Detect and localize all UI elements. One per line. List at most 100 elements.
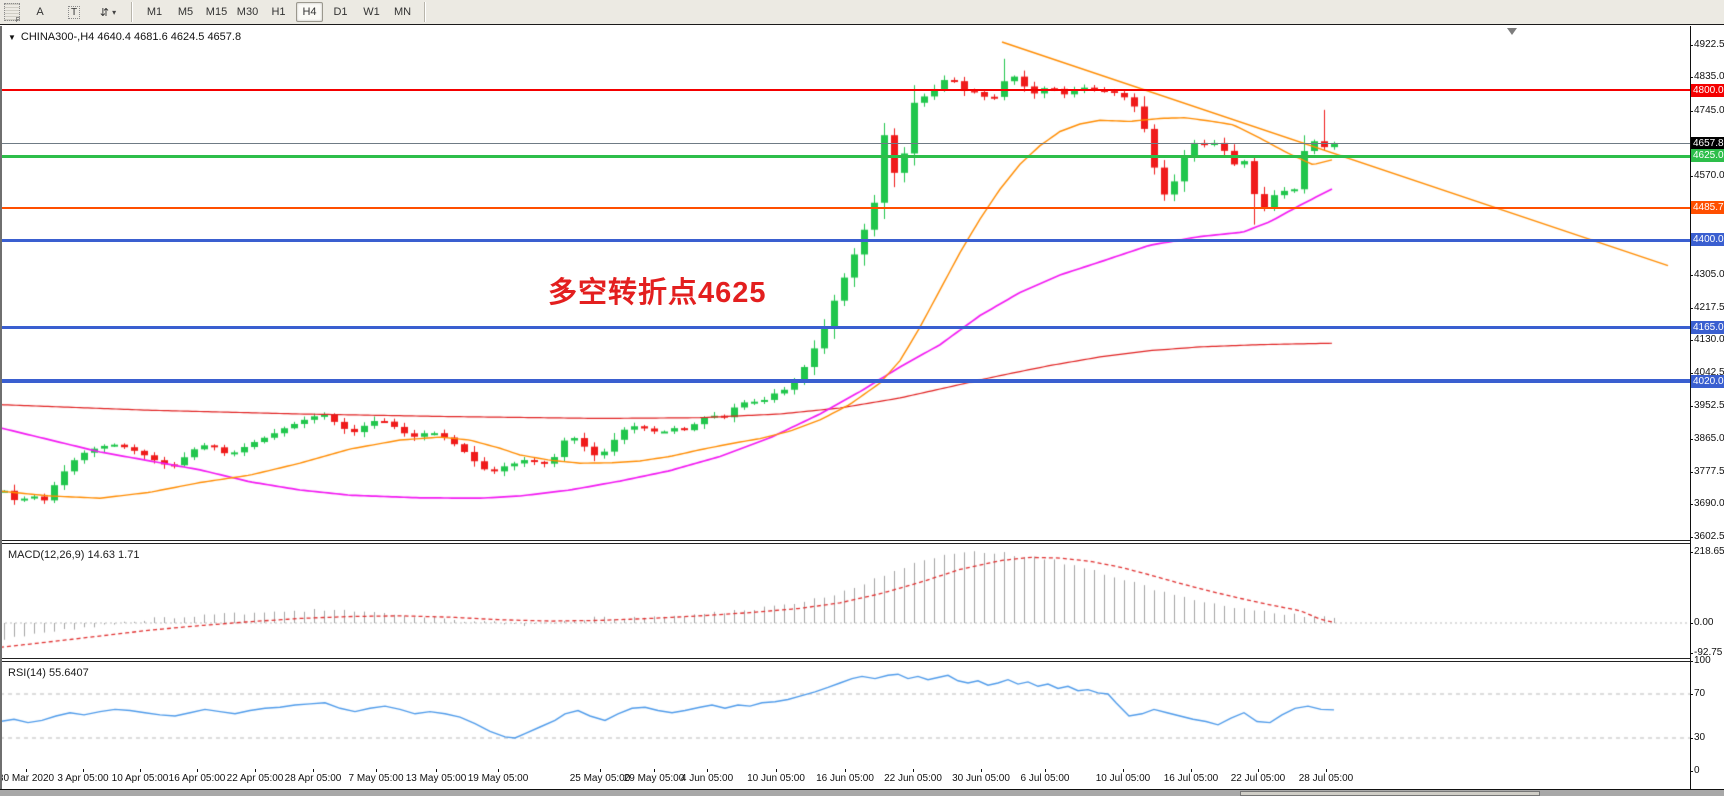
- rsi-label: RSI(14) 55.6407: [8, 667, 89, 679]
- timeframe-button-d1[interactable]: D1: [333, 6, 348, 18]
- time-tick-mark: [1258, 769, 1259, 772]
- time-tick-label: 7 May 05:00: [348, 773, 404, 784]
- macd-canvas[interactable]: [0, 544, 1690, 658]
- main-chart-pane[interactable]: ▼ CHINA300-,H4 4640.4 4681.6 4624.5 4657.…: [0, 26, 1690, 540]
- time-tick-mark: [654, 769, 655, 772]
- time-tick-mark: [498, 769, 499, 772]
- hline-support-4165[interactable]: [0, 326, 1690, 330]
- arrow-objects-icon[interactable]: ⇵ ▾: [99, 6, 117, 19]
- timeframe-button-m5[interactable]: M5: [177, 6, 194, 18]
- timeframe-button-mn[interactable]: MN: [393, 6, 412, 18]
- hline-support-4400[interactable]: [0, 238, 1690, 242]
- price-level-badge: 4657.8: [1691, 136, 1724, 150]
- symbol-ohlc-text: CHINA300-,H4 4640.4 4681.6 4624.5 4657.8: [20, 31, 242, 43]
- price-axis[interactable]: 4922.5 4835.0 4745.0 4570.0 4305.0 4217.5 4130…: [1689, 26, 1724, 789]
- hline-support-4020[interactable]: [0, 379, 1690, 384]
- window-left-border: [0, 26, 2, 789]
- rsi-tick-label: 0: [1690, 765, 1700, 776]
- price-level-badge: 4485.7: [1691, 201, 1724, 215]
- time-tick-label: 16 Jul 05:00: [1163, 773, 1219, 784]
- macd-label: MACD(12,26,9) 14.63 1.71: [8, 549, 140, 561]
- rsi-tick-label: 70: [1689, 688, 1706, 699]
- time-tick-label: 22 Apr 05:00: [226, 773, 284, 784]
- price-level-badge: 4800.0: [1691, 83, 1724, 97]
- dropdown-caret-icon[interactable]: ▾: [112, 7, 117, 17]
- time-tick-mark: [600, 769, 601, 772]
- price-tick-label: 3690.0: [1690, 498, 1724, 510]
- price-tick-label: 4042.5: [1690, 366, 1724, 378]
- pane-separator-macd[interactable]: [0, 540, 1724, 544]
- hline-pivot-4625[interactable]: [0, 154, 1690, 158]
- collapse-arrow-icon[interactable]: ▼: [8, 33, 16, 42]
- time-tick-mark: [197, 769, 198, 772]
- timeframe-button-m15[interactable]: M15: [205, 6, 228, 18]
- time-tick-mark: [1045, 769, 1046, 772]
- chart-shift-marker-icon[interactable]: [1507, 28, 1517, 35]
- macd-tick-label: 218.65: [1690, 546, 1724, 557]
- time-tick-label: 3 Apr 05:00: [57, 773, 109, 784]
- price-tick-label: 4130.0: [1690, 334, 1724, 346]
- price-tick-label: 4745.0: [1690, 104, 1724, 116]
- time-tick-label: 10 Jun 05:00: [747, 773, 805, 784]
- timeframe-button-m1[interactable]: M1: [146, 6, 163, 18]
- time-axis[interactable]: 30 Mar 2020 3 Apr 05:00 10 Apr 05:00 16 Apr…: [0, 769, 1724, 789]
- time-tick-mark: [981, 769, 982, 772]
- price-tick-label: 4922.5: [1690, 38, 1724, 50]
- pane-separator-rsi[interactable]: [0, 658, 1724, 662]
- time-tick-label: 29 May 05:00: [623, 773, 685, 784]
- time-tick-label: 28 Jul 05:00: [1298, 773, 1354, 784]
- time-tick-mark: [313, 769, 314, 772]
- price-level-badge: 4165.0: [1691, 320, 1724, 334]
- text-label-icon[interactable]: A: [36, 6, 44, 18]
- hline-resistance-4800[interactable]: [0, 89, 1690, 92]
- time-tick-mark: [1123, 769, 1124, 772]
- time-tick-mark: [255, 769, 256, 772]
- timeframe-button-w1[interactable]: W1: [363, 6, 380, 18]
- time-tick-mark: [26, 769, 27, 772]
- time-tick-label: 30 Jun 05:00: [952, 773, 1010, 784]
- time-tick-label: 28 Apr 05:00: [284, 773, 342, 784]
- time-tick-label: 30 Mar 2020: [0, 773, 55, 784]
- main-chart-canvas[interactable]: [0, 26, 1690, 540]
- toolbar: F A T ⇵ ▾ M1 M5 M15 M30 H1 H4 D1 W1 MN: [0, 0, 1724, 25]
- time-tick-label: 4 Jun 05:00: [680, 773, 734, 784]
- time-tick-mark: [913, 769, 914, 772]
- time-tick-mark: [845, 769, 846, 772]
- time-tick-label: 16 Apr 05:00: [168, 773, 226, 784]
- annotation-text: 多空转折点4625: [548, 277, 767, 309]
- horizontal-scrollbar[interactable]: [0, 789, 1724, 796]
- price-tick-label: 4835.0: [1690, 71, 1724, 83]
- time-tick-label: 19 May 05:00: [467, 773, 529, 784]
- macd-pane[interactable]: MACD(12,26,9) 14.63 1.71: [0, 544, 1690, 658]
- time-tick-label: 10 Jul 05:00: [1095, 773, 1151, 784]
- text-box-icon[interactable]: T: [58, 2, 90, 23]
- time-tick-mark: [1326, 769, 1327, 772]
- time-tick-mark: [83, 769, 84, 772]
- time-tick-label: 6 Jul 05:00: [1020, 773, 1070, 784]
- crosshair-grid-icon[interactable]: F: [4, 3, 20, 24]
- macd-tick-label: 0.00: [1689, 617, 1714, 628]
- rsi-canvas[interactable]: [0, 662, 1690, 769]
- timeframe-button-h4[interactable]: H4: [296, 2, 323, 22]
- timeframe-button-h1[interactable]: H1: [271, 6, 286, 18]
- scrollbar-thumb[interactable]: [1240, 791, 1540, 796]
- hline-current-price[interactable]: [0, 143, 1690, 145]
- price-tick-label: 4305.0: [1690, 268, 1724, 280]
- rsi-pane[interactable]: RSI(14) 55.6407: [0, 662, 1690, 769]
- price-tick-label: 3952.5: [1690, 400, 1724, 412]
- rsi-tick-label: 30: [1689, 732, 1706, 743]
- price-tick-label: 3602.5: [1690, 530, 1724, 542]
- time-tick-label: 16 Jun 05:00: [816, 773, 874, 784]
- time-tick-mark: [776, 769, 777, 772]
- time-tick-label: 22 Jul 05:00: [1230, 773, 1286, 784]
- hline-support-4485.7[interactable]: [0, 206, 1690, 209]
- time-tick-mark: [1191, 769, 1192, 772]
- price-tick-label: 3865.0: [1690, 432, 1724, 444]
- timeframe-button-m30[interactable]: M30: [236, 6, 259, 18]
- macd-tick-label: -92.75: [1689, 647, 1723, 659]
- rsi-tick-label: 100: [1690, 655, 1711, 666]
- time-tick-mark: [140, 769, 141, 772]
- price-level-badge: 4400.0: [1691, 233, 1724, 247]
- time-tick-mark: [436, 769, 437, 772]
